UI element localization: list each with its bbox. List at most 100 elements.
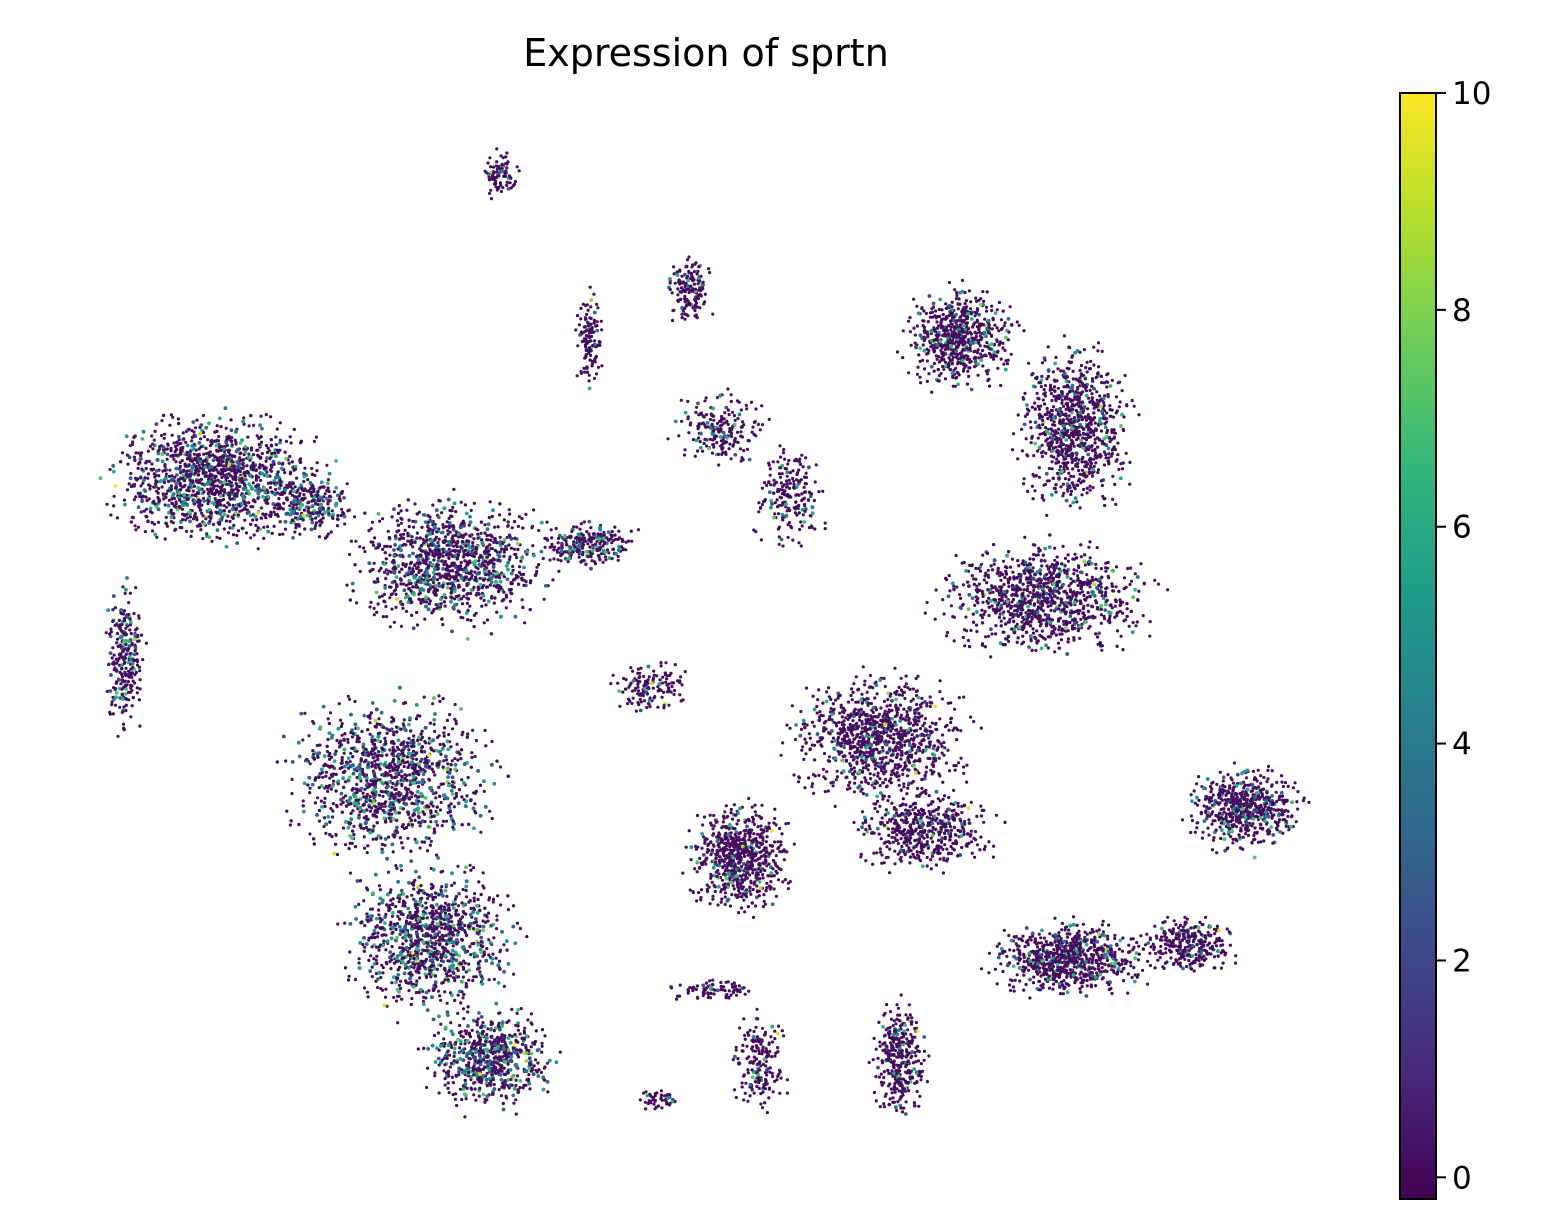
data-point: [449, 745, 453, 749]
data-point: [134, 586, 138, 590]
data-point: [295, 523, 299, 527]
data-point: [462, 521, 466, 525]
data-point: [132, 498, 136, 502]
data-point: [483, 564, 487, 568]
data-point: [133, 649, 137, 653]
data-point: [441, 697, 445, 701]
data-point: [584, 562, 588, 566]
data-point: [283, 488, 288, 492]
data-point: [368, 795, 372, 799]
data-point: [485, 527, 490, 531]
data-point: [382, 725, 386, 730]
data-point: [284, 759, 288, 763]
data-point: [382, 562, 387, 566]
data-point: [196, 485, 201, 490]
data-point: [285, 483, 289, 487]
data-point: [598, 542, 602, 546]
data-point: [424, 535, 428, 539]
data-point: [413, 502, 417, 506]
data-point: [317, 786, 321, 790]
data-point: [133, 643, 137, 647]
data-point: [408, 773, 412, 777]
data-point: [346, 737, 350, 742]
data-point: [222, 490, 227, 494]
data-point: [387, 585, 392, 589]
data-point: [617, 536, 622, 540]
data-point: [326, 717, 330, 721]
data-point: [371, 543, 375, 547]
data-point: [355, 601, 359, 605]
data-point: [399, 863, 403, 868]
data-point: [114, 690, 119, 695]
data-point: [180, 485, 185, 489]
data-point: [144, 641, 148, 645]
data-point: [105, 689, 109, 694]
data-point: [413, 766, 417, 770]
data-point: [610, 557, 614, 561]
data-point: [418, 536, 422, 540]
data-point: [374, 707, 379, 712]
data-point: [419, 586, 424, 591]
data-point: [134, 495, 138, 499]
data-point: [512, 547, 517, 551]
data-point: [551, 578, 555, 582]
data-point: [464, 544, 468, 548]
data-point: [294, 503, 298, 507]
data-point: [418, 575, 422, 580]
data-point: [169, 478, 174, 483]
data-point: [323, 796, 327, 801]
data-point: [476, 532, 480, 536]
data-point: [466, 591, 470, 596]
data-point: [444, 819, 449, 823]
data-point: [387, 816, 391, 820]
data-point: [365, 779, 369, 783]
data-point: [389, 793, 393, 798]
data-point: [301, 809, 306, 814]
data-point: [490, 514, 494, 519]
data-point: [489, 632, 493, 636]
data-point: [602, 530, 606, 535]
data-point: [388, 545, 392, 549]
data-point: [190, 493, 194, 497]
data-point: [492, 558, 497, 562]
data-point: [388, 596, 392, 600]
data-point: [412, 812, 416, 816]
data-point: [429, 538, 434, 543]
data-point: [409, 729, 413, 733]
data-point: [495, 585, 499, 589]
data-point: [190, 439, 194, 443]
data-point: [560, 544, 564, 548]
data-point: [589, 566, 593, 571]
data-point: [231, 503, 235, 507]
data-point: [269, 510, 273, 514]
data-point: [182, 437, 186, 441]
data-point: [219, 462, 223, 466]
data-point: [408, 597, 412, 601]
data-point: [281, 461, 285, 465]
data-point: [479, 830, 483, 834]
data-point: [181, 431, 185, 435]
data-point: [504, 606, 508, 610]
data-point: [246, 435, 250, 439]
data-point: [610, 529, 614, 534]
data-point: [241, 462, 245, 466]
data-point: [242, 471, 246, 475]
data-point: [112, 494, 116, 498]
scatter-points: [98, 147, 1311, 1119]
data-point: [498, 579, 503, 584]
data-point: [336, 493, 340, 498]
data-point: [414, 840, 419, 845]
data-point: [407, 812, 411, 816]
data-point: [429, 519, 434, 524]
data-point: [471, 544, 475, 548]
data-point: [486, 599, 491, 604]
data-point: [399, 727, 403, 731]
data-point: [221, 497, 226, 502]
data-point: [443, 604, 447, 608]
data-point: [481, 593, 486, 598]
data-point: [377, 793, 382, 797]
data-point: [229, 428, 234, 433]
data-point: [401, 846, 405, 850]
data-point: [468, 561, 472, 565]
data-point: [130, 515, 134, 520]
